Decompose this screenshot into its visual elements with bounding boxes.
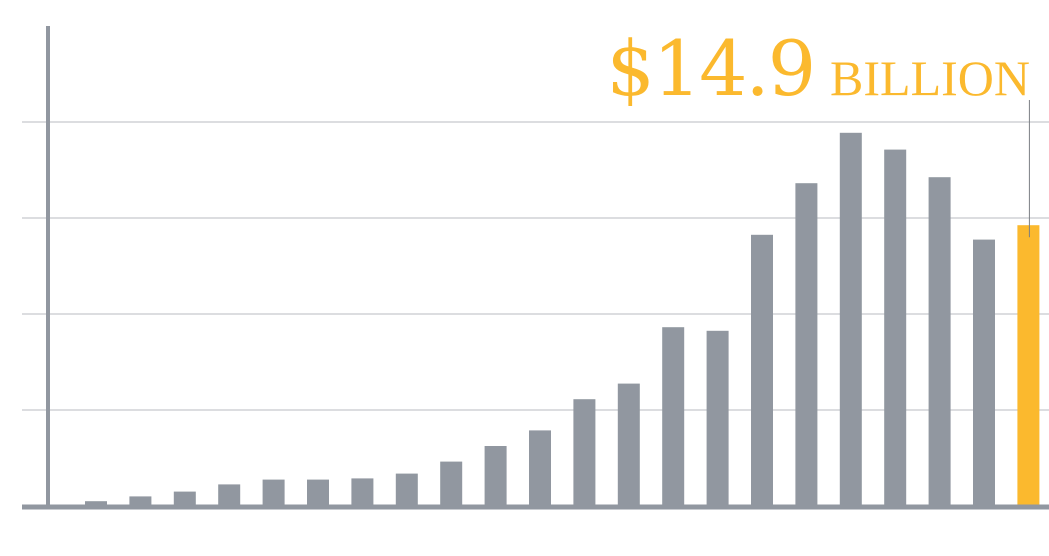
bar — [529, 430, 551, 506]
bar — [262, 479, 285, 506]
bar — [85, 501, 107, 506]
bar — [662, 327, 685, 506]
bar — [307, 479, 329, 506]
bar — [706, 330, 729, 506]
bar — [973, 239, 995, 506]
bar — [218, 484, 241, 506]
bars — [85, 132, 1040, 507]
bar — [839, 132, 862, 507]
bar — [484, 446, 507, 506]
callout-unit: BILLION — [830, 50, 1030, 106]
bar — [440, 461, 463, 506]
callout-amount: $14.9 — [606, 24, 814, 113]
bar — [129, 496, 152, 506]
bar — [617, 383, 640, 506]
bar — [884, 149, 907, 506]
bar — [395, 473, 418, 506]
bar — [751, 234, 773, 507]
highlight-bar — [1017, 225, 1040, 506]
bar — [928, 177, 951, 506]
bar — [351, 478, 374, 506]
bar — [795, 183, 818, 506]
gridlines — [22, 121, 1049, 411]
bar — [173, 491, 196, 506]
callout-label: $14.9 BILLION — [606, 24, 1030, 113]
bar — [573, 399, 596, 506]
